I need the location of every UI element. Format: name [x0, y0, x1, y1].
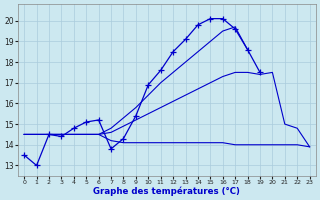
X-axis label: Graphe des températures (°C): Graphe des températures (°C) — [93, 186, 240, 196]
